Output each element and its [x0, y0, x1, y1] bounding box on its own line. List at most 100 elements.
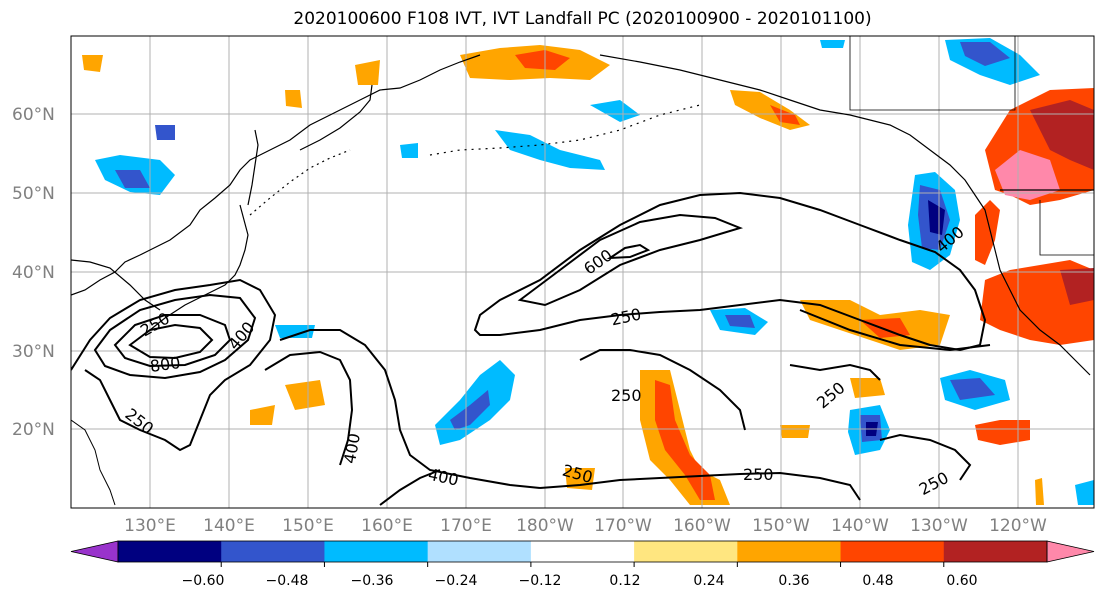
colorbar-label-0: −0.60: [182, 573, 225, 589]
positive-patch-small-2: [82, 55, 103, 72]
contour-400-west: [93, 293, 257, 380]
contour-250-hawaii: [579, 349, 746, 431]
colorbar-segment: [324, 541, 429, 562]
negative-patch-central-core: [725, 315, 755, 328]
lat-label-40n: 40°N: [12, 263, 55, 283]
ivt-contours: [71, 191, 991, 506]
lon-label-170e: 170°E: [440, 516, 492, 536]
negative-patch-small-1: [820, 40, 845, 48]
kamchatka: [299, 84, 373, 151]
negative-patch-east-edge: [1075, 480, 1094, 505]
positive-patch-pink: [995, 150, 1060, 200]
lon-label-130e: 130°E: [124, 516, 176, 536]
coastlines: [71, 36, 1094, 506]
lat-label-30n: 30°N: [12, 342, 55, 362]
colorbar-segment: [634, 541, 738, 562]
contour-label-250-hawaii: 250: [611, 386, 642, 405]
lat-label-20n: 20°N: [12, 420, 55, 440]
contour-400-bottom: [379, 469, 441, 506]
map-frame: [70, 35, 1095, 509]
contour-250-south-east: [539, 471, 861, 501]
colorbar-segment: [530, 541, 635, 562]
lon-label-120w: 120°W: [989, 516, 1047, 536]
negative-patch-small-4: [275, 325, 315, 338]
colorbar-label-1: −0.48: [266, 573, 309, 589]
contour-400-main: [517, 213, 744, 307]
contour-250-main: [473, 191, 987, 352]
colorbar-extend-max: [1046, 540, 1095, 563]
positive-patch-core: [1030, 100, 1094, 170]
japan: [149, 204, 249, 331]
colorbar-label-3: −0.24: [435, 573, 478, 589]
positive-patch-southwest-core: [1060, 268, 1094, 305]
colorbar-label-5: 0.12: [609, 573, 640, 589]
lat-label-50n: 50°N: [12, 184, 55, 204]
lon-label-150w: 150°W: [752, 516, 810, 536]
lat-label-60n: 60°N: [12, 105, 55, 125]
lon-label-150e: 150°E: [282, 516, 334, 536]
colorbar-segment: [221, 541, 325, 562]
canada-boundary: [849, 36, 1016, 111]
positive-patch-gulf-core: [770, 105, 800, 125]
positive-patch-coast-strip: [975, 200, 1000, 265]
colorbar-segment: [943, 541, 1048, 562]
alaska-coast: [599, 54, 1091, 376]
negative-patch-aleutian: [495, 130, 605, 170]
colorbar-label-9: 0.60: [946, 573, 977, 589]
lon-label-180w: 180°W: [516, 516, 574, 536]
pc-shading: [82, 38, 1094, 505]
lon-label-140w: 140°W: [831, 516, 889, 536]
colorbar-label-6: 0.24: [693, 573, 724, 589]
colorbar-segment: [840, 541, 945, 562]
negative-patch-ne-core: [960, 42, 1010, 66]
positive-patch-small-3: [285, 90, 302, 108]
philippines-coast: [71, 419, 116, 506]
colorbar-frame: [117, 540, 1048, 563]
contour-800-west: [128, 323, 214, 360]
colorbar-label-2: −0.36: [351, 573, 394, 589]
latitude-labels: 60°N 50°N 40°N 30°N 20°N: [12, 105, 55, 440]
contour-250-west: [71, 278, 277, 452]
negative-patch-small-2: [155, 125, 175, 140]
lon-label-160w: 160°W: [673, 516, 731, 536]
colorbar-segment: [737, 541, 842, 562]
colorbar-segment: [118, 541, 222, 562]
positive-patch-east: [975, 420, 1030, 445]
kuril-islands: [249, 149, 351, 216]
colorbar-label-8: 0.48: [862, 573, 893, 589]
plot-title: 2020100600 F108 IVT, IVT Landfall PC (20…: [293, 9, 872, 29]
contour-label-250-southeast: 250: [743, 465, 774, 484]
negative-patch-small-3: [400, 143, 418, 158]
contour-250-far-se: [879, 433, 972, 481]
colorbar-label-7: 0.36: [778, 573, 809, 589]
lon-label-140e: 140°E: [203, 516, 255, 536]
contour-250-se: [789, 363, 881, 381]
positive-patch-mid: [850, 378, 885, 398]
positive-patch-small-1: [355, 60, 380, 85]
negative-patch-subtrop-e-core: [950, 378, 995, 400]
contour-600-west: [113, 314, 232, 368]
positive-patch-small-4: [780, 425, 810, 438]
colorbar-segment: [427, 541, 532, 562]
negative-patch-coast-core: [928, 200, 945, 235]
positive-patch-alaska-core: [515, 50, 570, 70]
contour-250-lower: [799, 309, 991, 352]
korea-coast: [71, 259, 161, 311]
positive-patch-hawaii-core: [655, 380, 715, 500]
negative-patch-kamchatka-core: [115, 170, 150, 188]
colorbar-extend-min: [70, 540, 119, 563]
positive-patch-west-1: [285, 380, 325, 410]
contour-label-800: 800: [149, 353, 182, 376]
map-gridlines: [71, 36, 1094, 508]
longitude-labels: 130°E 140°E 150°E 160°E 170°E 180°W 170°…: [124, 516, 1047, 536]
lon-label-130w: 130°W: [910, 516, 968, 536]
positive-patch-small-6: [1035, 478, 1044, 505]
asia-coast: [71, 54, 481, 296]
negative-patch-west-band-core: [450, 390, 490, 430]
colorbar-labels: −0.60 −0.48 −0.36 −0.24 −0.12 0.12 0.24 …: [182, 573, 978, 589]
colorbar: [70, 540, 1095, 567]
contour-250-south: [279, 329, 541, 489]
us-state-line: [1039, 200, 1094, 256]
negative-patch-bering: [590, 100, 640, 122]
